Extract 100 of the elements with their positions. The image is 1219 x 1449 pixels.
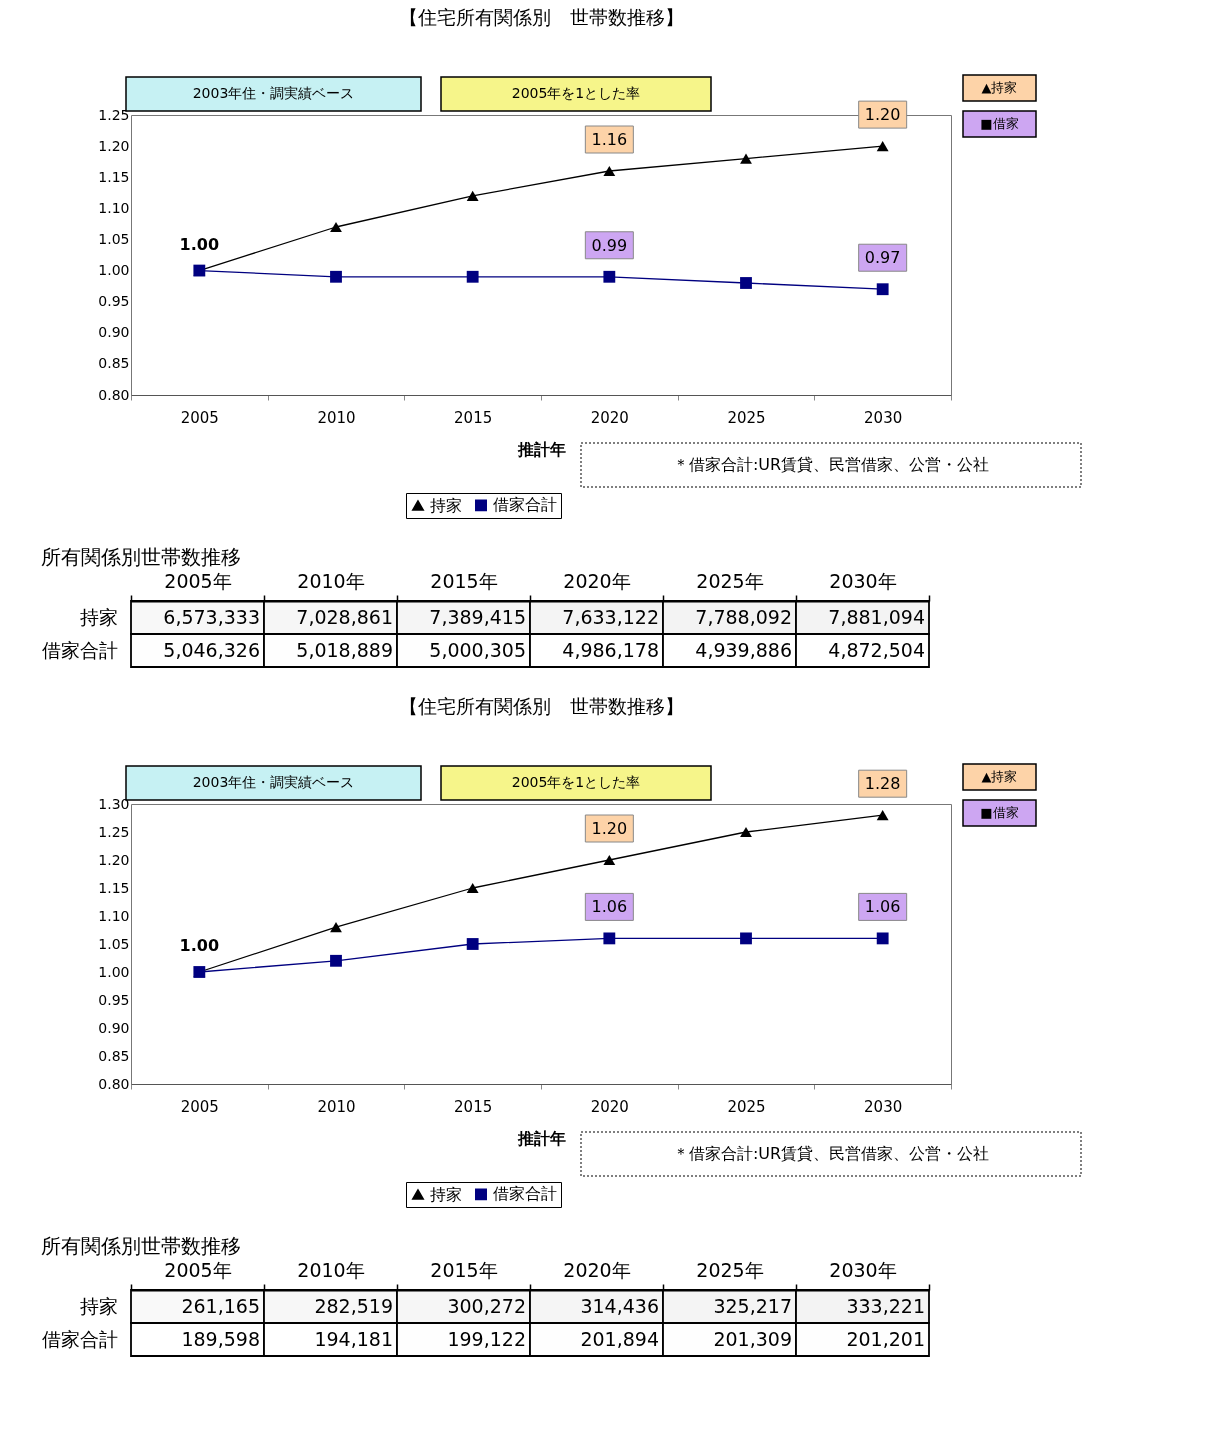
point	[603, 854, 616, 866]
y-tick-label: 0.85	[98, 355, 130, 372]
y-tick-label: 0.80	[98, 386, 130, 403]
y-tick-label: 1.10	[98, 199, 130, 216]
text: ■借家	[980, 805, 1019, 820]
x-tick-label: 2020年	[563, 1258, 631, 1281]
data-label: 1.20	[591, 819, 628, 838]
x-tick-label: 2025	[727, 1097, 766, 1116]
y-tick-label: 1.05	[98, 935, 130, 952]
y-tick-label: 1.30	[98, 795, 130, 812]
x-tick-label: 2020年	[563, 569, 631, 592]
y-tick-label: 1.05	[98, 230, 130, 247]
data-label: 189,598	[181, 1327, 260, 1350]
chart-title: 【住宅所有関係別 世帯数推移】	[398, 695, 684, 718]
text: ＊借家合計:UR賃貸、民営借家、公営・公社	[672, 1144, 990, 1163]
x-tick-label: 2015年	[430, 1258, 498, 1281]
data-label: 333,221	[846, 1294, 925, 1317]
data-label: 7,788,092	[695, 605, 792, 628]
point	[740, 932, 752, 945]
data-label: 201,309	[713, 1327, 792, 1350]
x-tick-label: 2010	[317, 408, 356, 427]
x-tick-label: 2030年	[829, 569, 897, 592]
point	[330, 954, 342, 967]
text: 2005年を1とした率	[511, 774, 641, 790]
point	[876, 283, 889, 296]
y-tick-label: 1.25	[98, 823, 130, 840]
data-label: 7,633,122	[562, 605, 659, 628]
y-tick-label: 借家合計	[41, 638, 118, 661]
x-tick-label: 2030年	[829, 1258, 897, 1281]
data-label: 5,046,326	[163, 638, 260, 661]
legend-label: 持家	[430, 495, 462, 515]
point	[876, 810, 889, 821]
x-tick-label: 2010年	[297, 569, 365, 592]
y-tick-label: 1.25	[98, 106, 130, 123]
x-tick-label: 2010	[317, 1097, 356, 1116]
x-tick-label: 2020	[590, 408, 629, 427]
point	[466, 270, 479, 283]
y-tick-label: 1.00	[98, 963, 130, 980]
point	[740, 153, 752, 164]
y-tick-label: 持家	[79, 1294, 118, 1317]
data-label: 6,573,333	[163, 605, 260, 628]
x-tick-label: 2020	[590, 1097, 629, 1116]
point	[603, 932, 616, 945]
data-label: 7,881,094	[828, 605, 925, 628]
data-label: 5,000,305	[429, 638, 526, 661]
x-tick-label: 2015年	[430, 569, 498, 592]
point	[466, 938, 479, 950]
y-tick-label: 0.95	[98, 991, 130, 1008]
point	[466, 882, 479, 894]
point	[330, 221, 342, 233]
legend-label: 借家合計	[493, 495, 557, 515]
y-tick-label: 0.95	[98, 293, 130, 310]
text: ■借家	[980, 116, 1019, 131]
data-label: 5,018,889	[296, 638, 393, 661]
point	[876, 932, 889, 945]
data-label: 4,986,178	[562, 638, 659, 661]
y-tick-label: 0.85	[98, 1047, 130, 1064]
x-tick-label: 2015	[454, 408, 493, 427]
data-label: 325,217	[713, 1294, 792, 1317]
point	[603, 165, 616, 177]
x-tick-label: 2030	[864, 408, 903, 427]
data-label: 7,028,861	[296, 605, 393, 628]
x-tick-label: 2025	[727, 408, 766, 427]
point	[740, 277, 752, 289]
x-tick-label: 2010年	[297, 1258, 365, 1281]
x-tick-label: 2005年	[164, 1258, 232, 1281]
y-tick-label: 0.80	[98, 1075, 130, 1092]
point	[603, 270, 616, 283]
annotation: 1.00	[179, 936, 220, 955]
chart-title: 所有関係別世帯数推移	[41, 545, 241, 569]
data-label: 4,872,504	[828, 638, 925, 661]
chart-title: 所有関係別世帯数推移	[41, 1234, 241, 1258]
data-label: 194,181	[314, 1327, 393, 1350]
legend-label: 借家合計	[493, 1184, 557, 1204]
data-label: 282,519	[314, 1294, 393, 1317]
data-label: 300,272	[447, 1294, 526, 1317]
x-axis-title: 推計年	[516, 439, 566, 459]
data-label: 199,122	[447, 1327, 526, 1350]
data-label: 1.28	[864, 774, 901, 794]
data-label: 1.06	[864, 897, 901, 917]
x-tick-label: 2005	[180, 408, 219, 427]
data-label: 1.20	[864, 105, 901, 125]
y-tick-label: 持家	[79, 605, 118, 628]
x-tick-label: 2025年	[696, 1258, 764, 1281]
text: ▲持家	[981, 80, 1018, 95]
data-label: 261,165	[181, 1294, 260, 1317]
chart-title: 【住宅所有関係別 世帯数推移】	[398, 6, 684, 29]
data-label: 4,939,886	[695, 638, 792, 661]
text: ▲持家	[981, 769, 1018, 784]
text: 2005年を1とした率	[511, 85, 641, 101]
x-axis-title: 推計年	[516, 1128, 566, 1148]
y-tick-label: 1.15	[98, 168, 130, 185]
text: 2003年住・調実績ベース	[192, 774, 355, 790]
point	[466, 190, 479, 202]
data-label: 201,894	[580, 1327, 659, 1350]
text: ＊借家合計:UR賃貸、民営借家、公営・公社	[672, 455, 990, 474]
data-label: 0.97	[864, 248, 901, 268]
data-label: 7,389,415	[429, 605, 526, 628]
y-tick-label: 0.90	[98, 1019, 130, 1036]
y-tick-label: 1.20	[98, 137, 130, 154]
